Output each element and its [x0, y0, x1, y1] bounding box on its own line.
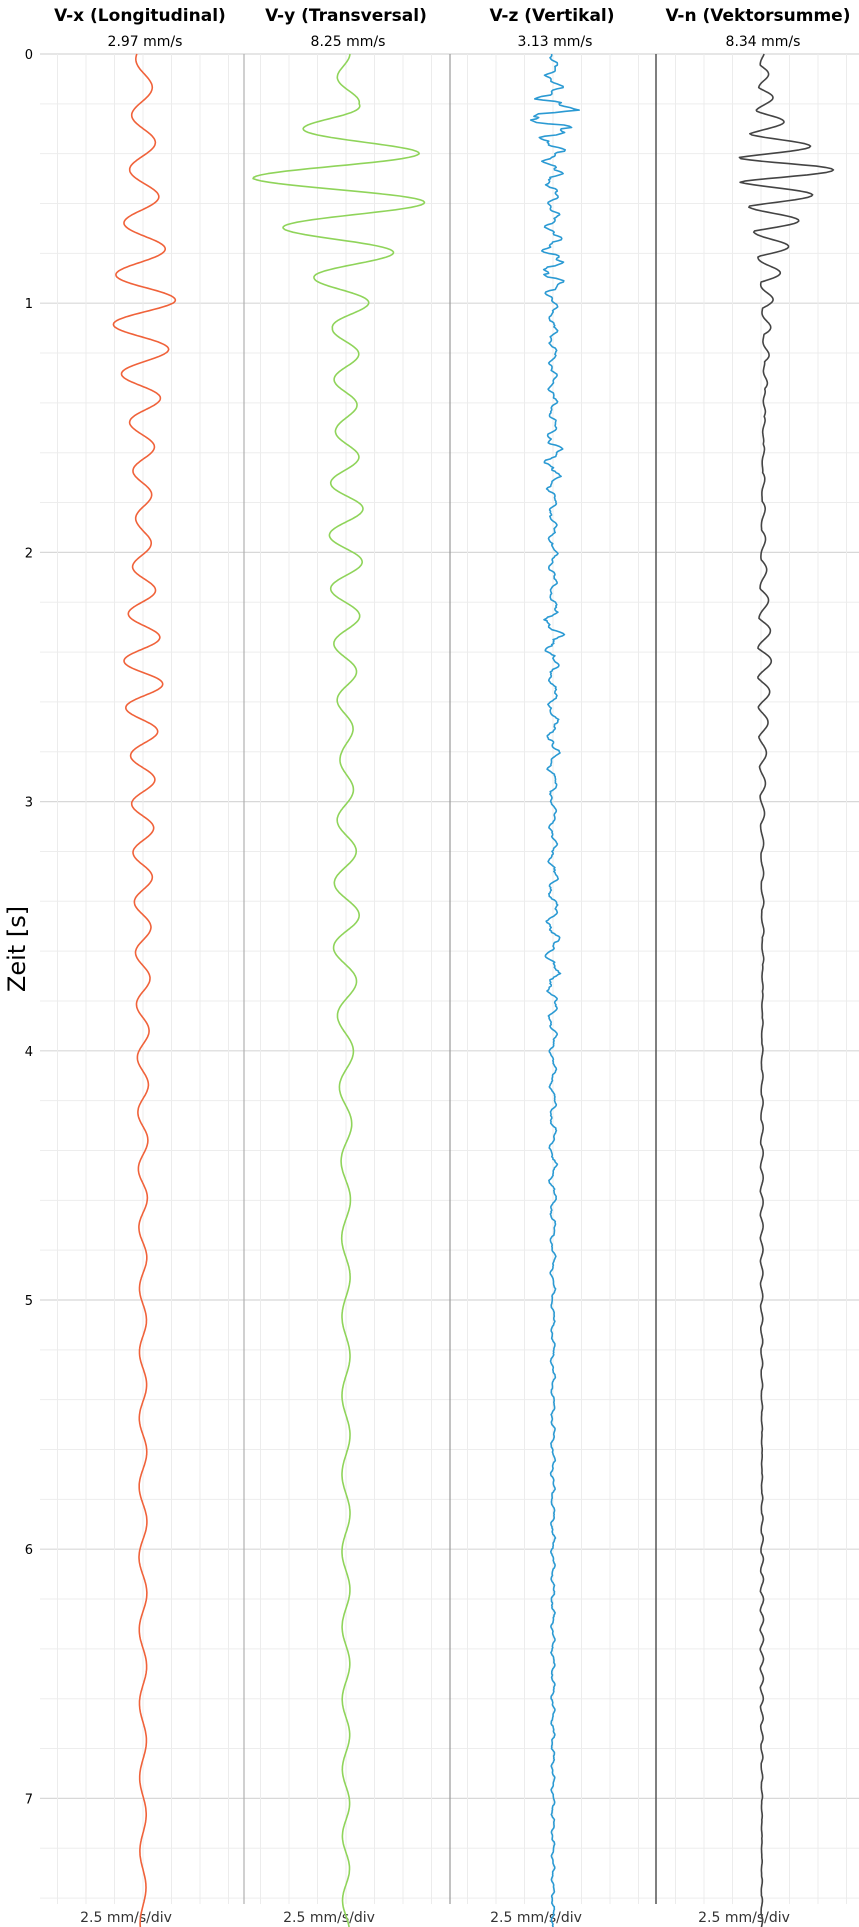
y-tick-label: 0 — [25, 48, 33, 63]
panel-peak-value: 3.13 mm/s — [518, 34, 593, 50]
y-axis-label: Zeit [s] — [3, 906, 31, 992]
panel-title: V-n (Vektorsumme) — [666, 6, 851, 26]
y-tick-label: 7 — [25, 1792, 33, 1807]
series-line — [529, 54, 580, 1927]
panel-title: V-x (Longitudinal) — [54, 6, 226, 26]
y-tick-label: 1 — [25, 297, 33, 312]
panel-scale-label: 2.5 mm/s/div — [80, 1910, 172, 1926]
y-tick-label: 4 — [25, 1045, 33, 1060]
series-line — [738, 53, 835, 1927]
panel-peak-value: 8.25 mm/s — [311, 34, 386, 50]
panel-scale-label: 2.5 mm/s/div — [698, 1910, 790, 1926]
y-tick-label: 2 — [25, 546, 33, 561]
y-tick-label: 6 — [25, 1543, 33, 1558]
y-tick-label: 3 — [25, 796, 33, 811]
panel-peak-value: 2.97 mm/s — [108, 34, 183, 50]
series-line — [252, 53, 426, 1927]
panel-scale-label: 2.5 mm/s/div — [490, 1910, 582, 1926]
y-tick-label: 5 — [25, 1294, 33, 1309]
panel-title: V-y (Transversal) — [265, 6, 427, 26]
series-line — [112, 53, 177, 1927]
panel-scale-label: 2.5 mm/s/div — [283, 1910, 375, 1926]
panel-title: V-z (Vertikal) — [489, 6, 614, 26]
panel-peak-value: 8.34 mm/s — [726, 34, 801, 50]
